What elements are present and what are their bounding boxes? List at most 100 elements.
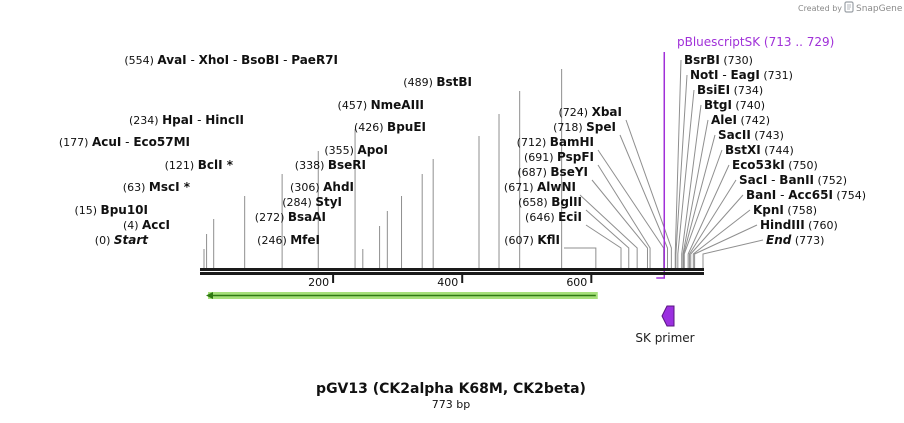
enzyme-name: AlwNI: [537, 180, 576, 194]
name-separator: -: [279, 53, 291, 67]
site-apoi-label: (355) ApoI: [324, 143, 388, 157]
site-position: (306): [290, 181, 323, 194]
enzyme-name: KpnI: [753, 203, 784, 217]
site-position: (121): [165, 159, 198, 172]
site-avai-xhoi-bsobi-paer7i[interactable]: (554) AvaI - XhoI - BsoBI - PaeR7I: [124, 53, 338, 67]
enzyme-name: XbaI: [592, 105, 622, 119]
enzyme-name: StyI: [315, 195, 342, 209]
site-noti-eagi[interactable]: NotI - EagI (731): [690, 68, 793, 82]
site-alwni[interactable]: (671) AlwNI: [504, 180, 576, 194]
site-bglii[interactable]: (658) BglII: [518, 195, 582, 209]
site-acui-eco57mi[interactable]: (177) AcuI - Eco57MI: [59, 135, 190, 149]
site-bani-acc65i[interactable]: BanI - Acc65I (754): [746, 188, 866, 202]
site-ahdi[interactable]: (306) AhdI: [290, 180, 354, 194]
site-position: (246): [257, 234, 290, 247]
site-bsiei-leader-line: [677, 89, 695, 268]
site-position: (750): [785, 159, 818, 172]
site-hpai-hincii[interactable]: (234) HpaI - HincII: [129, 113, 244, 127]
site-bseyi-label: (687) BseYI: [517, 165, 588, 179]
enzyme-name: AleI: [711, 113, 737, 127]
feature-pbluescriptsk[interactable]: pBluescriptSK (713 .. 729): [656, 35, 834, 279]
site-start[interactable]: (0) Start: [95, 233, 149, 247]
enzyme-name: BstXI: [725, 143, 761, 157]
site-bseyi[interactable]: (687) BseYI: [517, 165, 588, 179]
site-bstxi[interactable]: BstXI (744): [725, 143, 794, 157]
site-alei-label: AleI (742): [711, 113, 770, 127]
site-msci[interactable]: (63) MscI *: [123, 180, 191, 194]
enzyme-name: Acc65I: [788, 188, 833, 202]
site-bamhi-leader-line: [597, 149, 665, 268]
name-separator: -: [121, 135, 133, 149]
enzyme-name: NotI: [690, 68, 719, 82]
site-bpu10i[interactable]: (15) Bpu10I: [74, 203, 148, 217]
site-alei[interactable]: AleI (742): [711, 113, 770, 127]
enzyme-name: SacI: [739, 173, 767, 187]
site-kpni-label: KpnI (758): [753, 203, 817, 217]
site-bcli[interactable]: (121) BclI *: [165, 158, 234, 172]
name-separator: -: [193, 113, 205, 127]
site-styi[interactable]: (284) StyI: [282, 195, 342, 209]
enzyme-name: BamHI: [550, 135, 594, 149]
site-acci[interactable]: (4) AccI: [123, 218, 170, 232]
site-bstbi[interactable]: (489) BstBI: [403, 75, 472, 89]
site-bseri[interactable]: (338) BseRI: [295, 158, 366, 172]
site-apoi[interactable]: (355) ApoI: [324, 143, 388, 157]
primer-arrow-icon: [661, 305, 675, 327]
enzyme-name: PaeR7I: [291, 53, 338, 67]
site-nmeaiii[interactable]: (457) NmeAIII: [338, 98, 424, 112]
enzyme-name: SacII: [718, 128, 751, 142]
sk-primer[interactable]: SK primer: [635, 305, 695, 345]
site-position: (758): [784, 204, 817, 217]
axis-ticks: 200 400 600: [308, 275, 593, 289]
site-position: (734): [730, 84, 763, 97]
enzyme-name: BpuEI: [387, 120, 426, 134]
site-hindiii[interactable]: HindIII (760): [760, 218, 838, 232]
enzyme-name: BanI: [746, 188, 776, 202]
site-btgi-label: BtgI (740): [704, 98, 765, 112]
enzyme-name: HindIII: [760, 218, 805, 232]
site-acci-label: (4) AccI: [123, 218, 170, 232]
site-bpuei[interactable]: (426) BpuEI: [354, 120, 426, 134]
orf-arrow[interactable]: [206, 292, 598, 299]
site-bamhi[interactable]: (712) BamHI: [517, 135, 594, 149]
site-saci-banii-label: SacI - BanII (752): [739, 173, 847, 187]
site-sacii[interactable]: SacII (743): [718, 128, 784, 142]
site-position: (743): [751, 129, 784, 142]
primer-label: SK primer: [635, 331, 694, 345]
map-title-block: pGV13 (CK2alpha K68M, CK2beta) 773 bp: [316, 381, 586, 411]
site-spei[interactable]: (718) SpeI: [553, 120, 616, 134]
site-kpni[interactable]: KpnI (758): [753, 203, 817, 217]
site-bstbi-label: (489) BstBI: [403, 75, 472, 89]
enzyme-name: Bpu10I: [101, 203, 148, 217]
site-end[interactable]: End (773): [766, 233, 824, 247]
site-kfli[interactable]: (607) KflI: [504, 233, 560, 247]
site-saci-banii[interactable]: SacI - BanII (752): [739, 173, 847, 187]
enzyme-name: AhdI: [323, 180, 354, 194]
site-bglii-leader-line: [585, 209, 630, 268]
site-position: (752): [814, 174, 847, 187]
site-alei-leader-line: [682, 119, 709, 268]
site-btgi[interactable]: BtgI (740): [704, 98, 765, 112]
site-bsaai[interactable]: (272) BsaAI: [255, 210, 326, 224]
site-lines: [203, 59, 764, 268]
site-bpu10i-label: (15) Bpu10I: [74, 203, 148, 217]
name-separator: -: [229, 53, 241, 67]
site-xbai[interactable]: (724) XbaI: [559, 105, 622, 119]
site-ecii[interactable]: (646) EciI: [525, 210, 582, 224]
name-separator: -: [767, 173, 779, 187]
site-pspfi[interactable]: (691) PspFI: [524, 150, 594, 164]
site-bsrbi-leader-line: [674, 59, 682, 268]
site-eco53ki[interactable]: Eco53kI (750): [732, 158, 818, 172]
name-separator: -: [776, 188, 788, 202]
site-position: (177): [59, 136, 92, 149]
site-bsrbi[interactable]: BsrBI (730): [684, 53, 753, 67]
site-mfei[interactable]: (246) MfeI: [257, 233, 320, 247]
plasmid-length: 773 bp: [432, 398, 470, 411]
enzyme-name: Start: [114, 233, 149, 247]
site-position: (355): [324, 144, 357, 157]
site-bglii-label: (658) BglII: [518, 195, 582, 209]
name-separator: -: [187, 53, 199, 67]
enzyme-name: EagI: [730, 68, 759, 82]
site-bsiei[interactable]: BsiEI (734): [697, 83, 763, 97]
site-position: (284): [282, 196, 315, 209]
